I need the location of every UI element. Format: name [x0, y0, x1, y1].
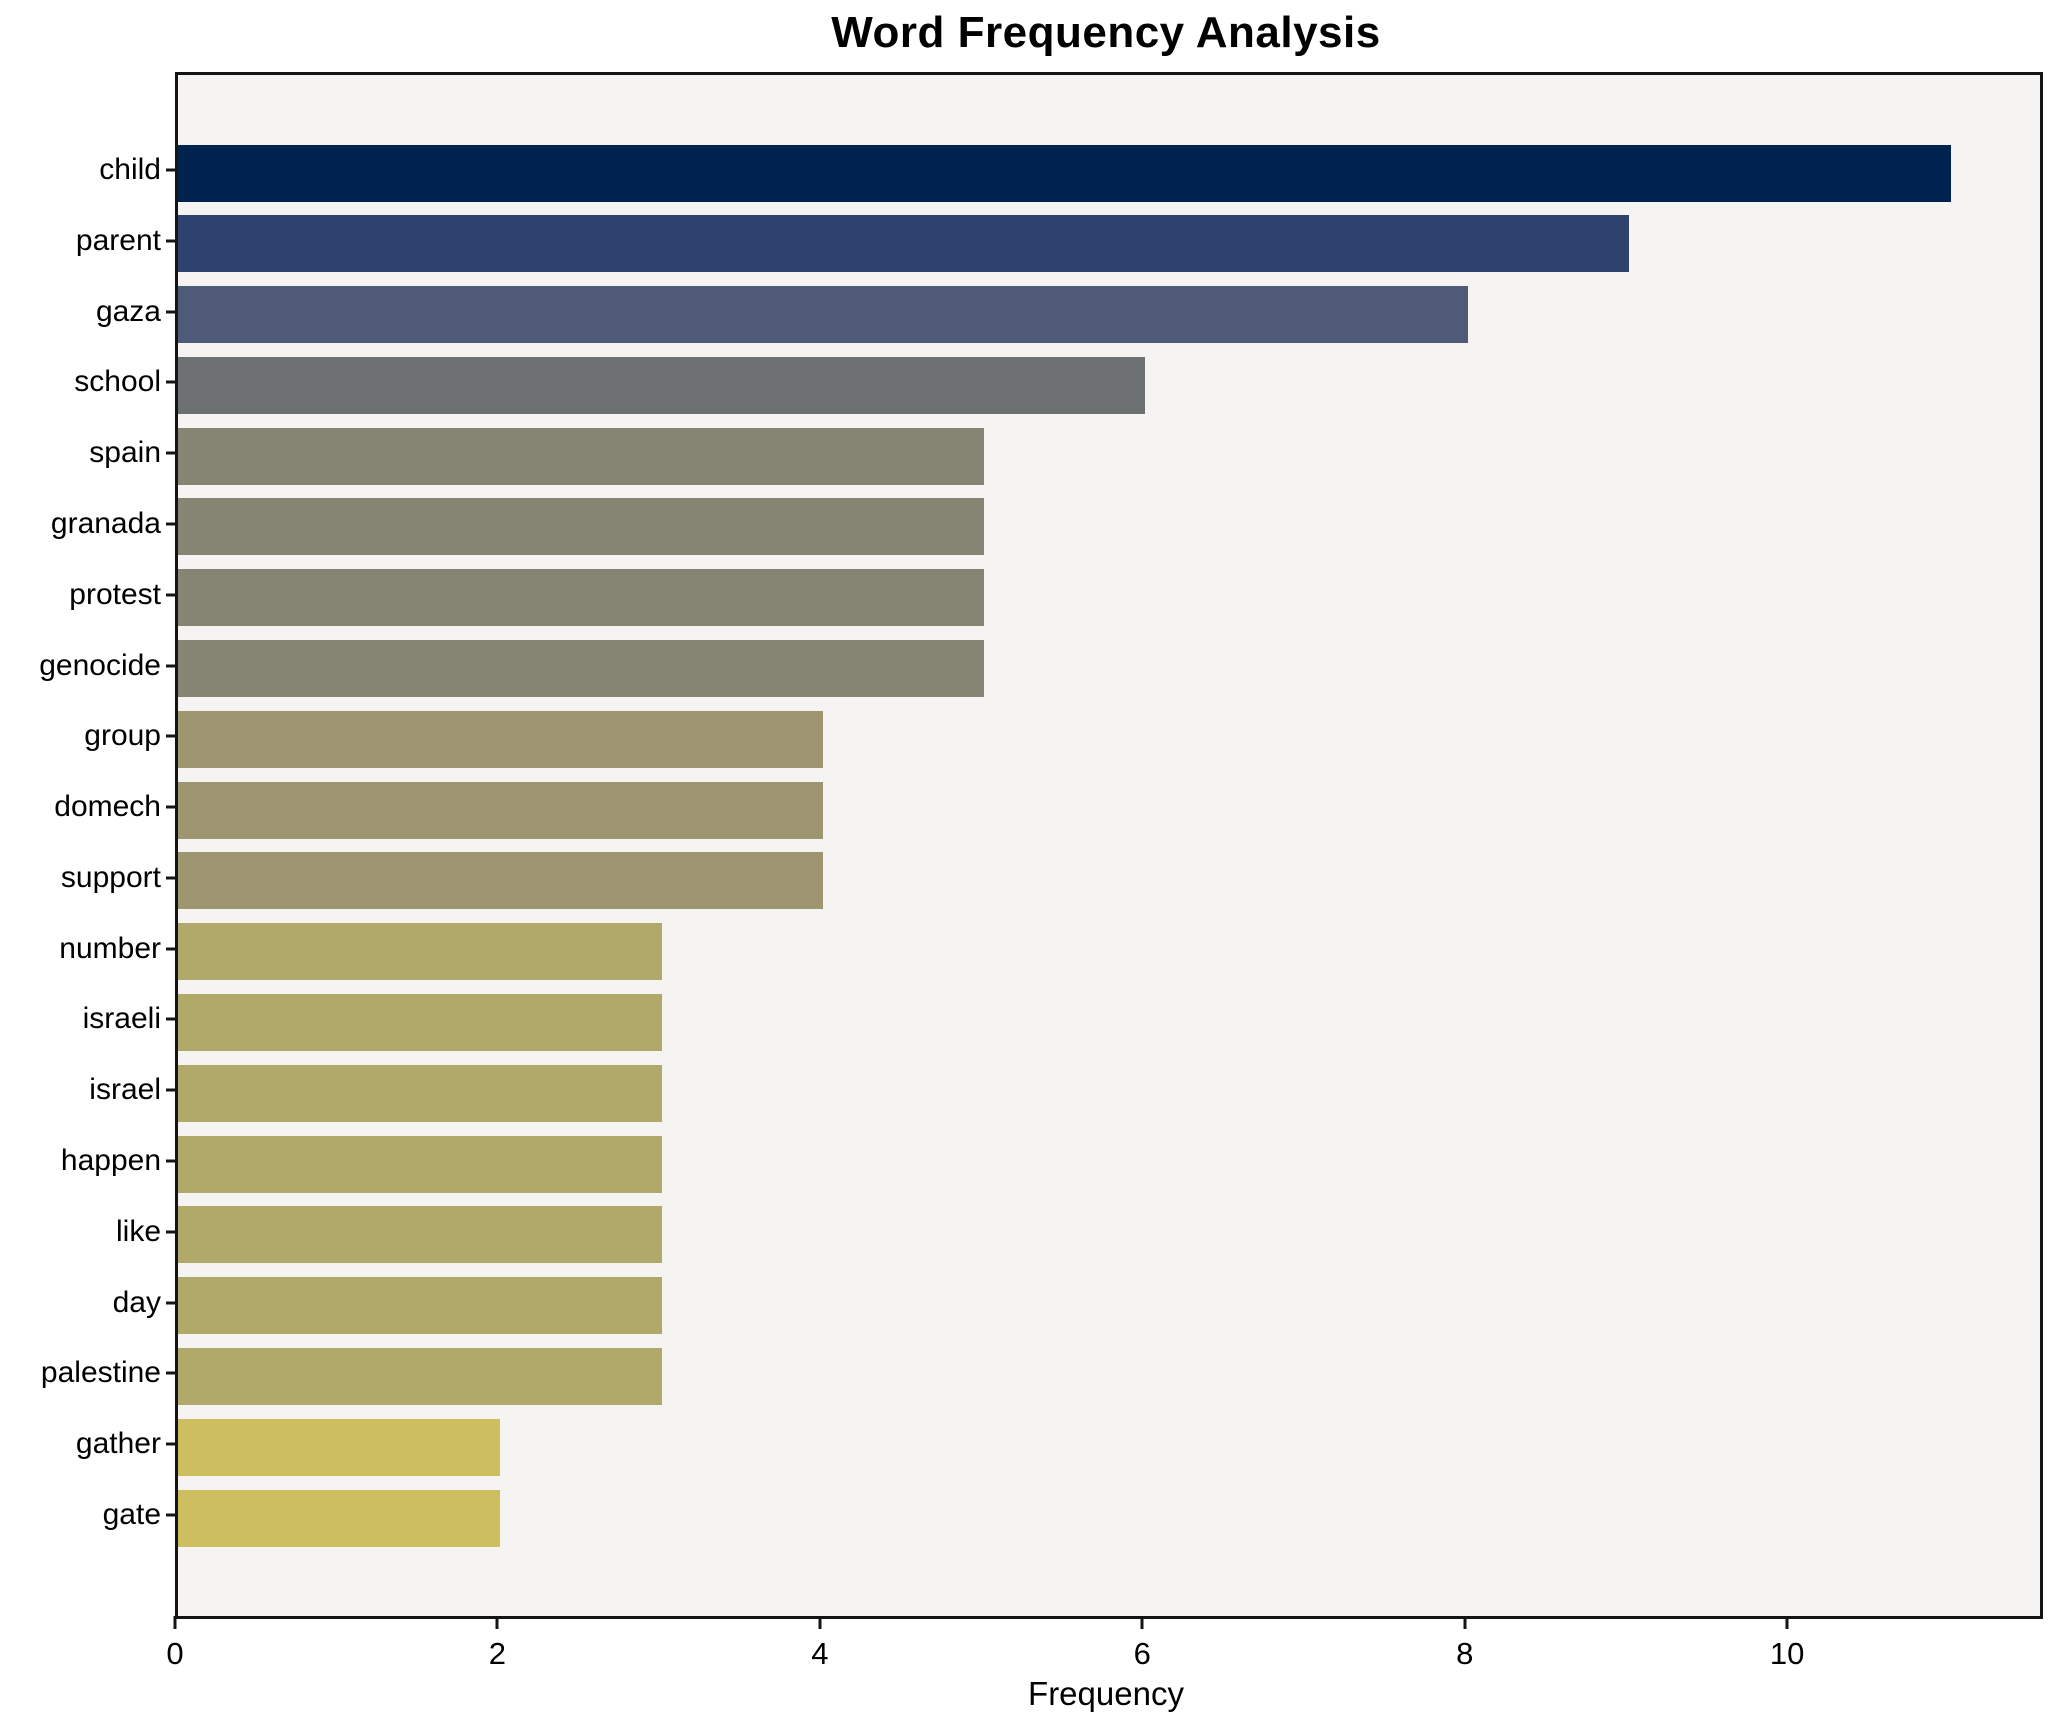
x-tick-mark: [495, 1616, 499, 1629]
y-tick-label-protest: protest: [69, 577, 161, 611]
x-tick-label-2: 2: [488, 1636, 507, 1671]
x-axis-title: Frequency: [1028, 1675, 1184, 1712]
x-tick-mark: [1463, 1616, 1467, 1629]
y-tick-label-spain: spain: [89, 436, 161, 470]
x-tick-mark: [1140, 1616, 1144, 1629]
y-tick-mark: [166, 451, 178, 455]
bar-number: [178, 923, 662, 981]
y-tick-mark: [166, 1088, 178, 1092]
y-tick-label-day: day: [112, 1285, 161, 1319]
x-tick-label-0: 0: [166, 1636, 184, 1671]
bar-granada: [178, 498, 985, 556]
y-tick-label-child: child: [99, 153, 161, 186]
y-tick-mark: [166, 1230, 178, 1234]
x-tick-label-10: 10: [1769, 1636, 1805, 1671]
x-tick-label-6: 6: [1133, 1636, 1151, 1671]
bar-protest: [178, 569, 985, 627]
y-tick-label-support: support: [60, 860, 161, 894]
y-tick-label-school: school: [74, 365, 161, 399]
y-tick-label-like: like: [115, 1214, 161, 1248]
y-tick-mark: [166, 1371, 178, 1375]
y-tick-label-happen: happen: [60, 1144, 161, 1178]
x-tick-label-4: 4: [811, 1636, 829, 1671]
bar-gather: [178, 1418, 501, 1476]
bar-day: [178, 1277, 662, 1335]
y-tick-mark: [166, 805, 178, 809]
bar-school: [178, 356, 1146, 414]
y-tick-label-genocide: genocide: [39, 648, 161, 682]
bar-palestine: [178, 1347, 662, 1405]
y-tick-label-number: number: [59, 931, 161, 965]
bar-spain: [178, 427, 985, 485]
y-tick-mark: [166, 876, 178, 880]
y-tick-label-group: group: [84, 719, 161, 753]
y-tick-mark: [166, 380, 178, 384]
y-tick-mark: [166, 310, 178, 314]
plot-area: [175, 72, 2043, 1619]
y-tick-mark: [166, 239, 178, 243]
y-tick-label-parent: parent: [75, 223, 161, 257]
y-tick-label-israel: israel: [89, 1073, 161, 1107]
bar-israel: [178, 1064, 662, 1122]
y-tick-mark: [166, 1159, 178, 1163]
bar-like: [178, 1206, 662, 1264]
x-tick-mark: [818, 1616, 822, 1629]
y-tick-mark: [166, 1301, 178, 1305]
bar-israeli: [178, 993, 662, 1051]
x-tick-mark: [1785, 1616, 1789, 1629]
y-tick-label-gate: gate: [102, 1498, 161, 1531]
bar-gaza: [178, 286, 1468, 344]
y-tick-label-gather: gather: [75, 1427, 161, 1461]
bar-domech: [178, 781, 823, 839]
y-tick-label-israeli: israeli: [82, 1002, 161, 1036]
y-tick-mark: [166, 593, 178, 597]
x-tick-label-8: 8: [1456, 1636, 1474, 1671]
y-tick-mark: [166, 168, 178, 172]
bar-genocide: [178, 640, 985, 698]
y-tick-label-granada: granada: [50, 506, 161, 540]
y-tick-mark: [166, 1017, 178, 1021]
y-tick-label-palestine: palestine: [40, 1356, 161, 1390]
y-tick-mark: [166, 947, 178, 951]
bar-child: [178, 144, 1952, 202]
y-tick-mark: [166, 1513, 178, 1517]
bar-happen: [178, 1135, 662, 1193]
y-tick-mark: [166, 1442, 178, 1446]
bar-parent: [178, 215, 1629, 273]
y-tick-mark: [166, 734, 178, 738]
y-tick-label-domech: domech: [54, 790, 161, 824]
bar-group: [178, 710, 823, 768]
y-tick-mark: [166, 522, 178, 526]
y-tick-mark: [166, 664, 178, 668]
x-tick-mark: [173, 1616, 177, 1629]
y-tick-label-gaza: gaza: [95, 294, 161, 328]
chart-title: Word Frequency Analysis: [831, 8, 1381, 57]
bar-gate: [178, 1489, 501, 1547]
bar-support: [178, 852, 823, 910]
